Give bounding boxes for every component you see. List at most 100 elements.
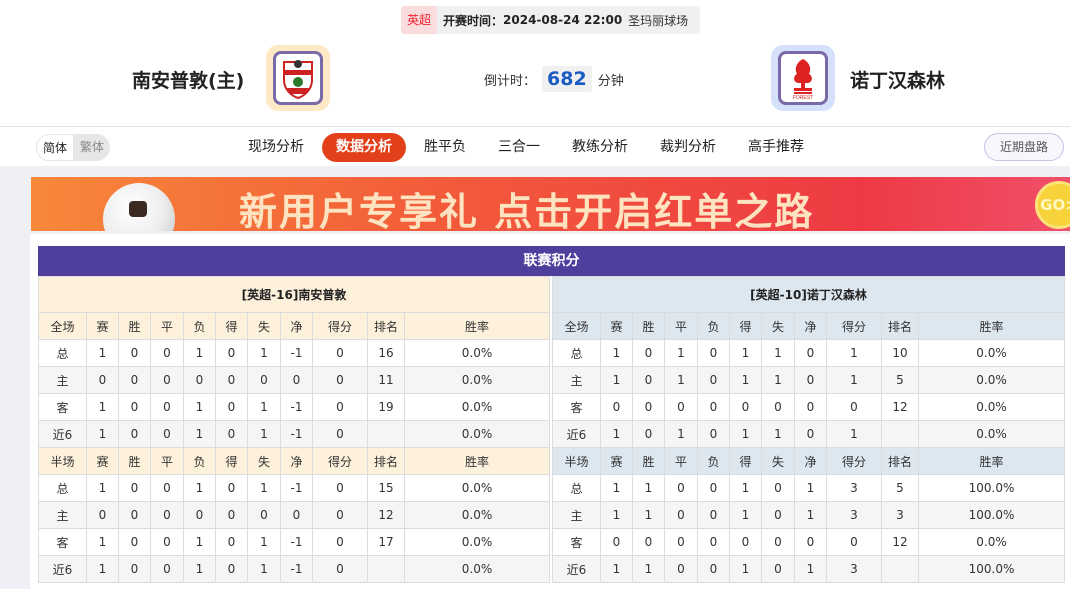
table-cell: 0.0% [404, 339, 550, 367]
countdown-unit: 分钟 [597, 73, 624, 89]
table-cell: 1 [86, 420, 119, 448]
row-label: 近6 [38, 420, 87, 448]
match-info: 英超 开赛时间： 2024-08-24 22:00 圣玛丽球场 [401, 6, 700, 34]
lang-traditional[interactable]: 繁体 [80, 140, 105, 154]
table-cell: 0 [118, 393, 151, 421]
column-header: 失 [247, 447, 281, 475]
column-header: 胜率 [404, 312, 550, 340]
table-cell: 1 [600, 339, 633, 367]
table-cell: 0 [697, 366, 730, 394]
full-header-row: 全场赛胜平负得失净得分 排名 胜率 [552, 312, 1065, 340]
column-header: 平 [150, 447, 184, 475]
row-label: 主 [552, 366, 601, 394]
section-label: 全场 [552, 312, 601, 340]
table-cell: 0 [247, 501, 281, 529]
table-cell: 0 [697, 501, 730, 529]
away-team-logo[interactable]: FOREST [771, 45, 835, 111]
table-row: 主 1 1 0 0 1 0 1 3 3 100.0% [552, 501, 1065, 529]
column-header: 负 [697, 312, 730, 340]
tab-5[interactable]: 裁判分析 [660, 139, 716, 155]
table-cell: -1 [280, 555, 313, 583]
table-cell: 0 [632, 339, 665, 367]
table-cell: 1 [761, 420, 795, 448]
table-cell: 0 [664, 501, 698, 529]
table-row: 客 1 0 0 1 0 1 -1 0 19 0.0% [38, 393, 550, 421]
league-badge[interactable]: 英超 [401, 6, 438, 34]
table-cell: 1 [729, 555, 762, 583]
column-header: 赛 [600, 312, 633, 340]
table-cell: 0 [697, 528, 730, 556]
table-row: 总 1 0 0 1 0 1 -1 0 16 0.0% [38, 339, 550, 367]
tab-6[interactable]: 高手推荐 [748, 139, 804, 155]
promo-banner[interactable]: 新用户专享礼 点击开启红单之路 GO> [31, 177, 1070, 231]
table-row: 客 1 0 0 1 0 1 -1 0 17 0.0% [38, 528, 550, 556]
table-cell: 19 [367, 393, 405, 421]
column-header: 胜率 [918, 312, 1065, 340]
table-cell: 0 [183, 366, 216, 394]
table-cell: 1 [761, 366, 795, 394]
table-cell [367, 555, 405, 583]
table-cell: 0 [632, 366, 665, 394]
full-header-row: 全场赛胜平负得失净得分 排名 胜率 [38, 312, 550, 340]
home-team-logo[interactable] [266, 45, 330, 111]
table-cell: 12 [881, 528, 919, 556]
table-cell: 0 [150, 501, 184, 529]
kickoff-label: 开赛时间： [443, 13, 504, 28]
away-standings-table: [英超-10]诺丁汉森林 全场赛胜平负得失净得分 排名 胜率总 1 0 1 0 1 1 0 1 10 0.… [552, 276, 1065, 583]
table-cell: 0 [664, 474, 698, 502]
tab-1[interactable]: 数据分析 [322, 133, 406, 162]
tab-0[interactable]: 现场分析 [248, 139, 304, 155]
column-header: 平 [664, 447, 698, 475]
table-cell: 1 [664, 339, 698, 367]
column-header: 排名 [881, 447, 919, 475]
column-header: 得分 [826, 447, 882, 475]
row-label: 主 [552, 501, 601, 529]
tab-2[interactable]: 胜平负 [424, 139, 466, 155]
away-team-name[interactable]: 诺丁汉森林 [850, 70, 946, 92]
table-cell: 0 [215, 501, 248, 529]
table-cell: 0 [183, 501, 216, 529]
table-row: 主 0 0 0 0 0 0 0 0 12 0.0% [38, 501, 550, 529]
language-toggle[interactable]: 简体 繁体 [36, 134, 111, 161]
table-cell: 0 [761, 474, 795, 502]
tab-4[interactable]: 教练分析 [572, 139, 628, 155]
tab-3[interactable]: 三合一 [498, 139, 540, 155]
column-header: 赛 [86, 447, 119, 475]
table-cell: 0 [150, 393, 184, 421]
table-cell: 0 [215, 420, 248, 448]
table-cell: -1 [280, 474, 313, 502]
table-cell: 0.0% [404, 420, 550, 448]
table-cell: 1 [600, 366, 633, 394]
row-label: 总 [38, 474, 87, 502]
table-cell: 0 [280, 366, 313, 394]
team-table-title: [英超-16]南安普敦 [38, 276, 550, 313]
row-label: 近6 [38, 555, 87, 583]
go-button[interactable]: GO> [1035, 181, 1070, 229]
column-header: 胜率 [918, 447, 1065, 475]
table-cell: 0 [729, 393, 762, 421]
lang-simplified[interactable]: 简体 [36, 134, 75, 161]
table-cell: 0 [664, 555, 698, 583]
column-header: 得分 [312, 447, 368, 475]
table-cell: 0 [312, 474, 368, 502]
table-cell: -1 [280, 393, 313, 421]
table-cell: 0.0% [404, 555, 550, 583]
recent-odds-button[interactable]: 近期盘路 [984, 133, 1064, 161]
table-cell: 3 [826, 501, 882, 529]
table-cell: 100.0% [918, 501, 1065, 529]
table-cell: 1 [826, 420, 882, 448]
row-label: 主 [38, 366, 87, 394]
home-team-name[interactable]: 南安普敦(主) [132, 70, 245, 92]
table-cell: 1 [826, 339, 882, 367]
table-cell: 0 [86, 501, 119, 529]
table-cell: 1 [632, 501, 665, 529]
table-cell: 1 [600, 474, 633, 502]
row-label: 总 [552, 339, 601, 367]
table-cell: 0.0% [404, 393, 550, 421]
half-header-row: 半场赛胜平负得失净得分 排名 胜率 [38, 447, 550, 475]
nottingham-forest-crest-icon: FOREST [793, 59, 813, 100]
table-cell: 0 [150, 474, 184, 502]
table-cell: 0 [312, 501, 368, 529]
table-cell: 0 [280, 501, 313, 529]
table-cell: 1 [729, 339, 762, 367]
